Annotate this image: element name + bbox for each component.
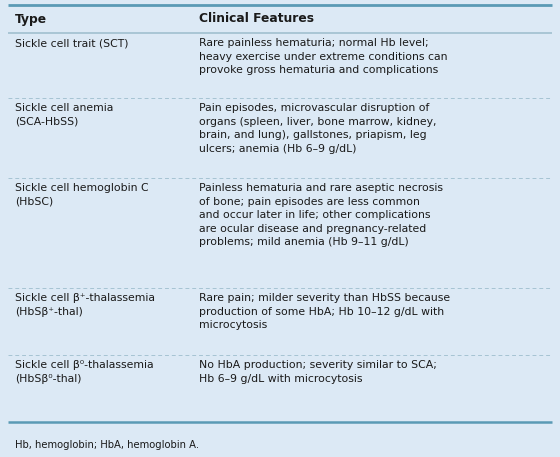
Text: Sickle cell β⁰-thalassemia
(HbSβ⁰-thal): Sickle cell β⁰-thalassemia (HbSβ⁰-thal) (15, 360, 153, 383)
Text: Sickle cell hemoglobin C
(HbSC): Sickle cell hemoglobin C (HbSC) (15, 183, 148, 207)
Text: No HbA production; severity similar to SCA;
Hb 6–9 g/dL with microcytosis: No HbA production; severity similar to S… (199, 360, 437, 383)
Text: Sickle cell β⁺-thalassemia
(HbSβ⁺-thal): Sickle cell β⁺-thalassemia (HbSβ⁺-thal) (15, 293, 155, 317)
Text: Sickle cell trait (SCT): Sickle cell trait (SCT) (15, 38, 128, 48)
Text: Rare pain; milder severity than HbSS because
production of some HbA; Hb 10–12 g/: Rare pain; milder severity than HbSS bec… (199, 293, 450, 330)
Text: Hb, hemoglobin; HbA, hemoglobin A.: Hb, hemoglobin; HbA, hemoglobin A. (15, 440, 199, 450)
Text: Sickle cell anemia
(SCA-HbSS): Sickle cell anemia (SCA-HbSS) (15, 103, 113, 127)
Text: Type: Type (15, 12, 47, 26)
Text: Pain episodes, microvascular disruption of
organs (spleen, liver, bone marrow, k: Pain episodes, microvascular disruption … (199, 103, 436, 154)
Text: Clinical Features: Clinical Features (199, 12, 314, 26)
Text: Rare painless hematuria; normal Hb level;
heavy exercise under extreme condition: Rare painless hematuria; normal Hb level… (199, 38, 447, 75)
Text: Painless hematuria and rare aseptic necrosis
of bone; pain episodes are less com: Painless hematuria and rare aseptic necr… (199, 183, 443, 247)
